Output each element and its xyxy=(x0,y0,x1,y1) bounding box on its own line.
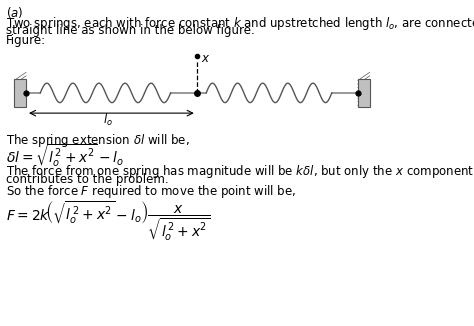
Text: So the force $F$ required to move the point will be,: So the force $F$ required to move the po… xyxy=(6,183,296,200)
Text: The spring extension $\delta l$ will be,: The spring extension $\delta l$ will be, xyxy=(6,132,190,149)
Text: $F = 2k\!\left(\sqrt{l_o^{\,2}+x^2}-l_o\right)\dfrac{x}{\sqrt{l_o^{\,2}+x^2}}$: $F = 2k\!\left(\sqrt{l_o^{\,2}+x^2}-l_o\… xyxy=(6,199,210,242)
Text: Two springs, each with force constant $k$ and upstretched length $l_o$, are conn: Two springs, each with force constant $k… xyxy=(6,15,474,32)
Text: straight line as shown in the below figure.: straight line as shown in the below figu… xyxy=(6,24,255,37)
Bar xyxy=(358,79,370,107)
Text: $x$: $x$ xyxy=(201,52,211,65)
Text: Figure:: Figure: xyxy=(6,34,46,47)
Text: $(a)$: $(a)$ xyxy=(6,5,23,20)
Text: $\delta l = \sqrt{l_o^{\,2}+x^2}-l_o$: $\delta l = \sqrt{l_o^{\,2}+x^2}-l_o$ xyxy=(6,143,124,169)
Bar xyxy=(14,79,26,107)
Text: contributes to the problem.: contributes to the problem. xyxy=(6,173,168,186)
Text: The force from one spring has magnitude will be $k\delta l$, but only the $x$ co: The force from one spring has magnitude … xyxy=(6,163,474,180)
Text: $l_o$: $l_o$ xyxy=(103,111,113,127)
